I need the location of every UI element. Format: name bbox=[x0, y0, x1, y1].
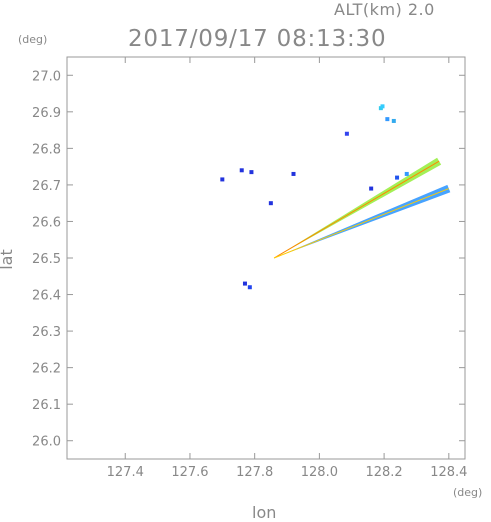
echo-point bbox=[395, 175, 400, 180]
y-tick-label: 27.0 bbox=[32, 69, 61, 84]
x-tick-label: 127.8 bbox=[236, 465, 273, 480]
altitude-label: ALT(km) 2.0 bbox=[334, 0, 435, 19]
beam-core-2 bbox=[273, 188, 450, 259]
echo-point bbox=[220, 177, 225, 182]
echo-point bbox=[249, 170, 254, 175]
x-tick-label: 127.6 bbox=[171, 465, 208, 480]
beam-2 bbox=[274, 184, 451, 258]
echo-point bbox=[239, 168, 244, 173]
x-axis-unit: (deg) bbox=[453, 486, 483, 499]
y-tick-label: 26.8 bbox=[32, 142, 61, 157]
y-tick-label: 26.6 bbox=[32, 215, 61, 230]
y-tick-label: 26.5 bbox=[32, 252, 61, 267]
axes-group: 127.4 127.6 127.8 128.0 128.2 128.4 26.0 26.1 26… bbox=[32, 57, 467, 480]
y-tick-label: 26.2 bbox=[32, 362, 61, 377]
echo-point bbox=[385, 117, 390, 122]
echo-point bbox=[391, 118, 396, 123]
chart-title: 2017/09/17 08:13:30 bbox=[128, 26, 387, 52]
y-tick-label: 26.3 bbox=[32, 325, 61, 340]
beam-core-1 bbox=[273, 160, 440, 259]
echo-point bbox=[380, 104, 385, 109]
echo-point bbox=[369, 186, 374, 191]
echo-point bbox=[242, 281, 247, 286]
echo-point bbox=[247, 285, 252, 290]
y-tick-label: 26.9 bbox=[32, 106, 61, 121]
plot-frame bbox=[66, 56, 466, 460]
y-tick-label: 26.7 bbox=[32, 179, 61, 194]
y-axis-unit: (deg) bbox=[18, 33, 48, 46]
x-tick-label: 128.2 bbox=[365, 465, 402, 480]
echo-point bbox=[404, 171, 409, 176]
y-tick-label: 26.4 bbox=[32, 289, 61, 304]
x-axis-label: lon bbox=[252, 503, 277, 522]
echo-point bbox=[291, 171, 296, 176]
x-tick-label: 127.4 bbox=[107, 465, 144, 480]
echo-point bbox=[344, 131, 349, 136]
x-tick-label: 128.0 bbox=[301, 465, 338, 480]
marks-group bbox=[220, 104, 451, 290]
y-tick-label: 26.1 bbox=[32, 398, 61, 413]
x-tick-label: 128.4 bbox=[430, 465, 467, 480]
echo-point bbox=[268, 201, 273, 206]
y-tick-label: 26.0 bbox=[32, 435, 61, 450]
